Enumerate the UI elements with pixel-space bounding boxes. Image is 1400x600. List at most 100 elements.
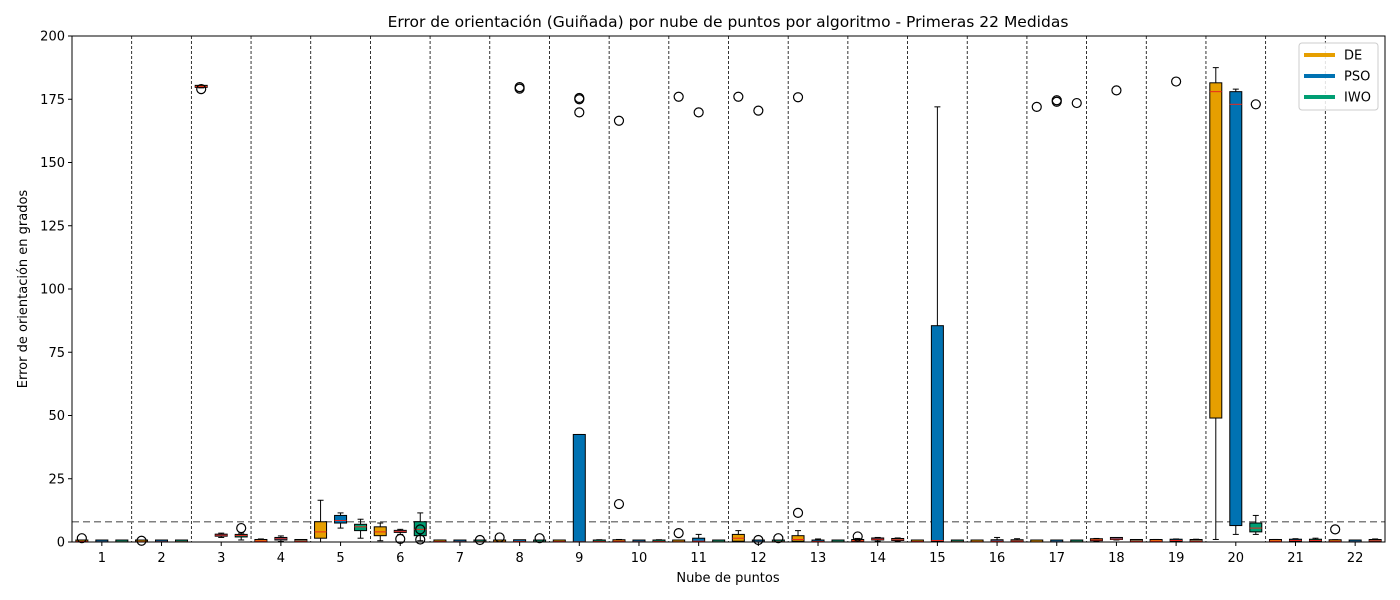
box-body: [373, 526, 387, 537]
outlier-point: [1031, 101, 1042, 112]
outlier-point: [733, 91, 744, 102]
outlier-point: [514, 82, 525, 93]
x-tick-label: 10: [631, 551, 648, 566]
legend-frame: [1298, 42, 1379, 111]
outlier-point: [415, 534, 426, 545]
box-body: [791, 535, 805, 542]
outlier-point: [613, 115, 625, 126]
outlier-point: [1330, 524, 1341, 535]
y-tick-label: 100: [40, 283, 65, 298]
x-tick-label: 1: [98, 551, 106, 566]
y-tick-label: 125: [40, 219, 65, 234]
x-tick-label: 14: [869, 551, 886, 566]
box-iwo-21: [1308, 537, 1322, 543]
outlier-point: [773, 533, 784, 544]
outlier-point: [1051, 95, 1062, 106]
y-tick-label: 0: [57, 536, 65, 551]
y-tick-label: 25: [48, 472, 65, 487]
box-body: [1229, 91, 1243, 527]
box-iwo-5: [354, 518, 368, 539]
outlier-point: [1071, 97, 1082, 109]
outlier-point: [76, 533, 87, 544]
box-de-3: [194, 84, 208, 95]
outlier-point: [613, 498, 625, 510]
outlier-point: [415, 524, 426, 535]
x-tick-label: 18: [1108, 551, 1125, 566]
box-iwo-20: [1249, 99, 1263, 535]
outlier-point: [1250, 99, 1261, 110]
x-tick-label: 22: [1347, 551, 1364, 566]
outlier-point: [792, 507, 804, 519]
x-tick-label: 13: [810, 551, 827, 566]
x-tick-label: 17: [1048, 551, 1065, 566]
box-de-14: [851, 531, 865, 543]
y-tick-label: 50: [48, 409, 65, 424]
box-body: [1209, 82, 1223, 419]
outlier-point: [236, 522, 247, 534]
x-tick-label: 2: [157, 551, 165, 566]
box-de-18: [1089, 537, 1103, 542]
y-tick-label: 175: [40, 93, 65, 108]
box-body: [1249, 522, 1263, 533]
x-tick-label: 8: [515, 551, 523, 566]
box-de-6: [373, 522, 387, 542]
outlier-point: [574, 107, 585, 118]
outlier-point: [792, 92, 804, 103]
box-de-20: [1209, 67, 1223, 540]
box-iwo-3: [234, 522, 248, 541]
x-tick-label: 7: [456, 551, 464, 566]
y-axis-label: Error de orientación en grados: [16, 190, 31, 389]
outlier-point: [753, 105, 764, 116]
outlier-point: [1111, 85, 1122, 96]
y-tick-label: 200: [40, 30, 65, 45]
box-pso-19: [1169, 76, 1183, 543]
box-pso-3: [214, 532, 228, 538]
box-pso-15: [930, 106, 944, 543]
x-tick-label: 12: [750, 551, 767, 566]
x-tick-label: 15: [929, 551, 946, 566]
x-tick-label: 19: [1168, 551, 1185, 566]
outlier-point: [136, 535, 147, 546]
box-pso-20: [1229, 88, 1243, 535]
outlier-point: [673, 528, 684, 539]
legend: DE PSO IWO: [1298, 42, 1379, 111]
outlier-point: [852, 531, 863, 542]
outlier-point: [1171, 76, 1182, 87]
outlier-point: [534, 533, 545, 544]
box-pso-18: [1109, 85, 1123, 541]
x-tick-label: 3: [217, 551, 225, 566]
box-pso-14: [871, 536, 885, 542]
box-pso-4: [274, 535, 288, 542]
y-tick-label: 150: [40, 156, 65, 171]
x-tick-label: 4: [277, 551, 285, 566]
box-body: [314, 521, 328, 539]
x-tick-label: 20: [1228, 551, 1245, 566]
legend-label-de: DE: [1344, 49, 1362, 64]
x-tick-label: 11: [690, 551, 707, 566]
x-tick-label: 6: [396, 551, 404, 566]
outlier-point: [474, 534, 486, 546]
x-axis-label: Nube de puntos: [676, 571, 780, 586]
outlier-point: [693, 107, 704, 118]
box-iwo-6: [413, 512, 427, 545]
box-pso-5: [334, 512, 348, 529]
x-tick-label: 5: [336, 551, 344, 566]
x-tick-label: 16: [989, 551, 1006, 566]
box-body: [572, 433, 586, 543]
x-tick-label: 21: [1287, 551, 1304, 566]
outlier-point: [196, 84, 207, 95]
box-body: [930, 325, 944, 542]
box-de-22: [1328, 524, 1342, 543]
x-tick-label: 9: [575, 551, 583, 566]
box-body: [354, 523, 368, 532]
outlier-point: [574, 92, 585, 104]
chart-title: Error de orientación (Guiñada) por nube …: [388, 13, 1069, 31]
outlier-point: [673, 91, 684, 102]
legend-label-pso: PSO: [1344, 70, 1370, 85]
legend-label-iwo: IWO: [1344, 91, 1371, 106]
box-pso-17: [1050, 95, 1064, 543]
y-tick-label: 75: [48, 346, 65, 361]
group-separators: [72, 36, 1385, 542]
